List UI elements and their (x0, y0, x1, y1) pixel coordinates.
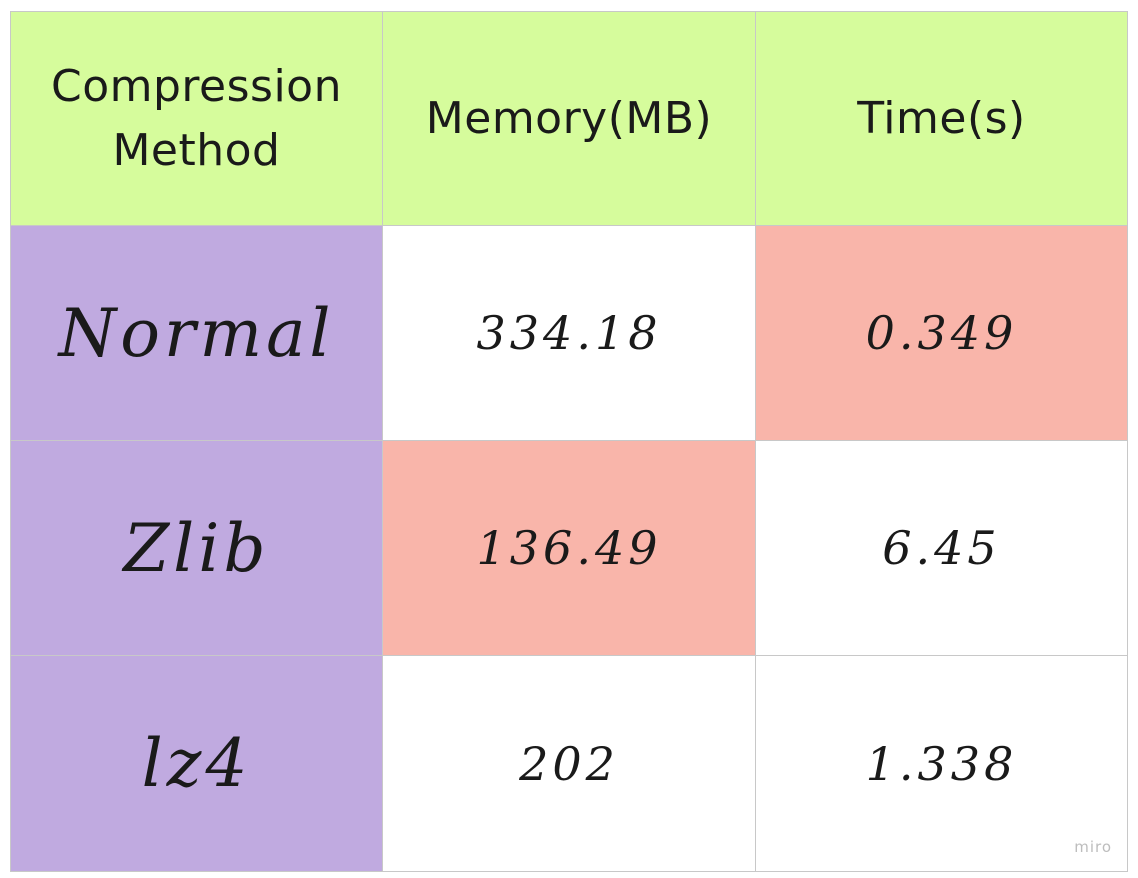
miro-watermark: miro (1074, 838, 1112, 856)
method-cell-zlib: Zlib (10, 441, 383, 656)
header-compression-method-label: Compression Method (50, 60, 342, 176)
method-cell-normal: Normal (10, 226, 383, 441)
memory-value: 334.18 (476, 306, 662, 360)
header-time: Time(s) (756, 11, 1128, 226)
time-value: 0.349 (865, 306, 1018, 360)
time-value: 6.45 (882, 521, 1001, 575)
memory-value: 136.49 (476, 521, 662, 575)
method-label: lz4 (141, 725, 252, 802)
header-compression-method: Compression Method (10, 11, 383, 226)
method-label: Zlib (123, 509, 270, 587)
time-cell-normal: 0.349 (756, 226, 1128, 441)
time-cell-lz4: 1.338 (756, 656, 1128, 872)
memory-cell-zlib: 136.49 (383, 441, 756, 656)
header-memory: Memory(MB) (383, 11, 756, 226)
memory-cell-normal: 334.18 (383, 226, 756, 441)
method-cell-lz4: lz4 (10, 656, 383, 872)
memory-value: 202 (519, 736, 619, 791)
header-time-label: Time(s) (857, 92, 1026, 144)
time-value: 1.338 (865, 736, 1018, 791)
time-cell-zlib: 6.45 (756, 441, 1128, 656)
header-memory-label: Memory(MB) (425, 92, 713, 144)
comparison-table: Compression Method Memory(MB) Time(s) No… (10, 11, 1128, 872)
method-label: Normal (58, 294, 335, 372)
memory-cell-lz4: 202 (383, 656, 756, 872)
